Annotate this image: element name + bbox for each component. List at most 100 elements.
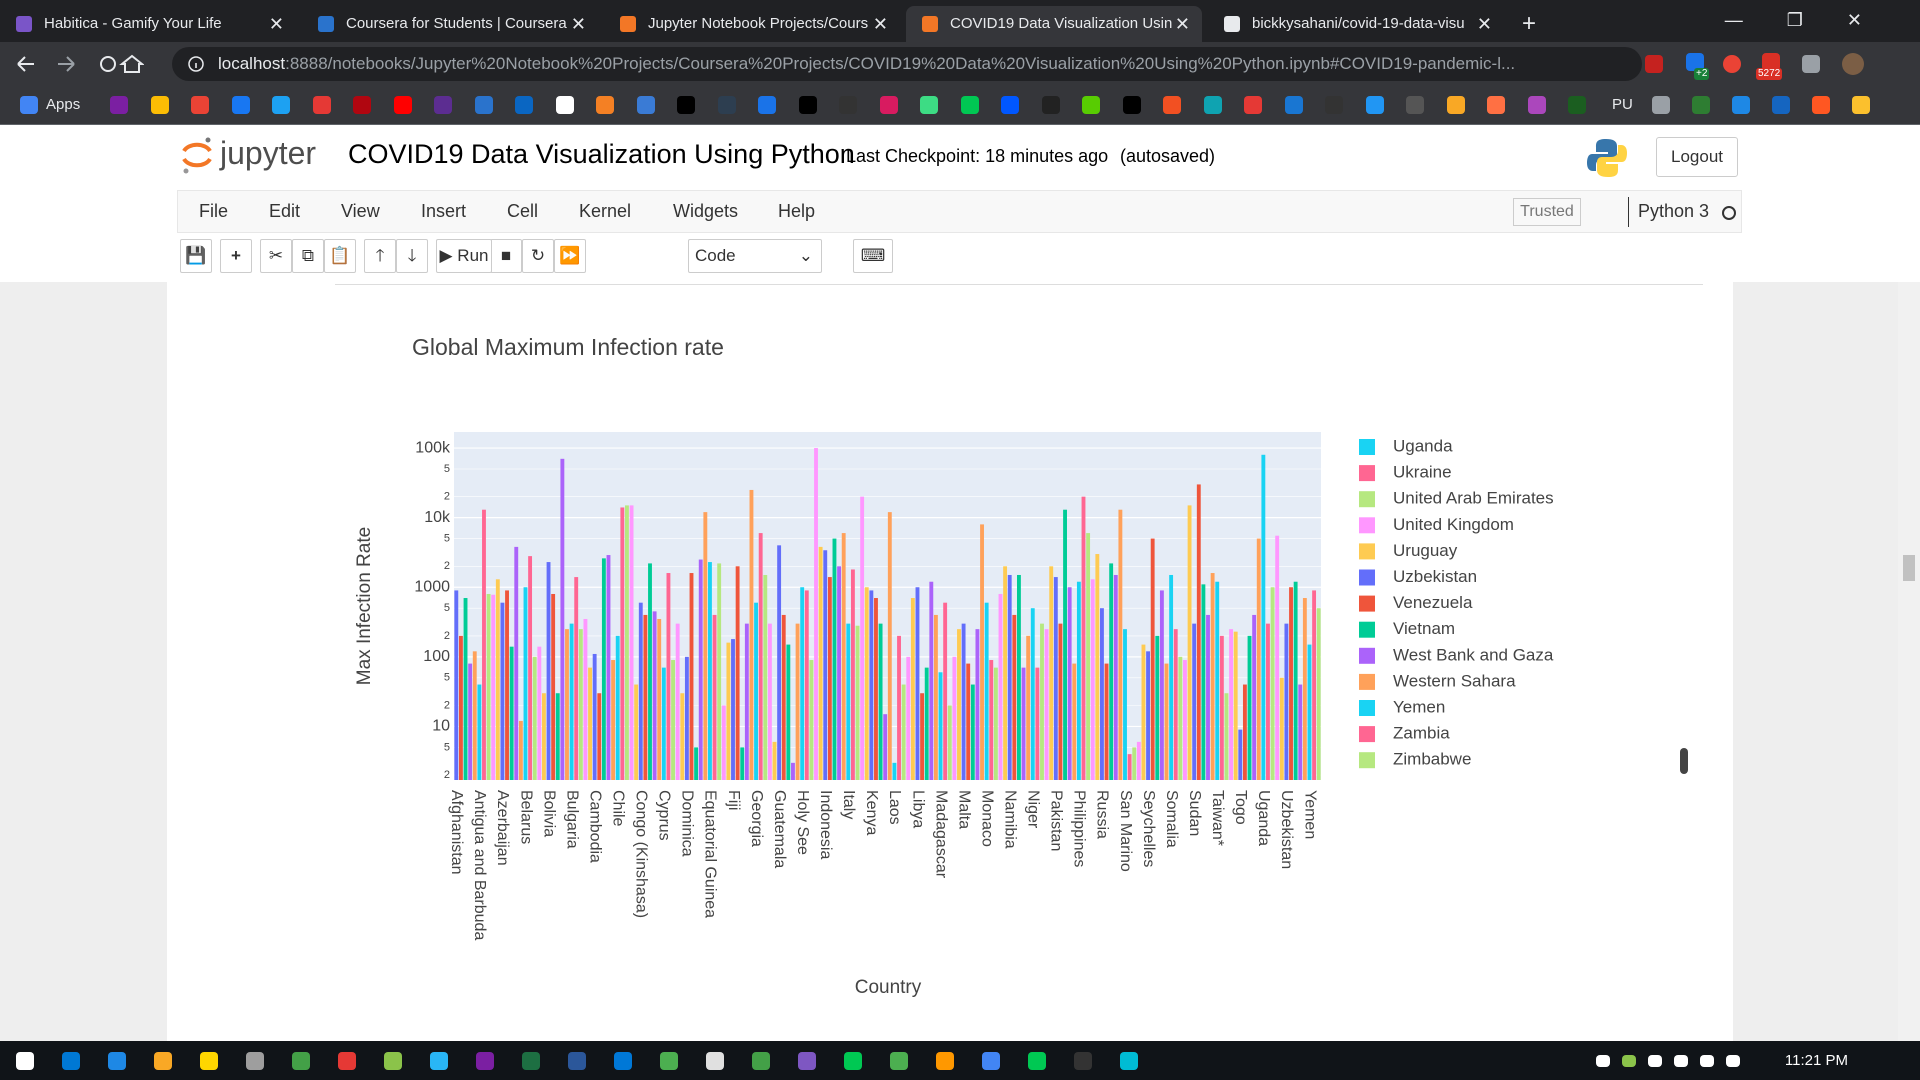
bookmark-icon[interactable]: [515, 96, 533, 114]
bookmark-icon[interactable]: [1652, 96, 1670, 114]
bookmark-icon[interactable]: [1041, 96, 1060, 114]
bookmark-icon[interactable]: [312, 96, 331, 114]
ext-icon[interactable]: [1802, 55, 1820, 73]
menu-item[interactable]: Widgets: [673, 201, 739, 221]
menu-item[interactable]: File: [199, 201, 229, 221]
taskbar-icon[interactable]: [246, 1052, 264, 1070]
bookmark-icon[interactable]: [110, 96, 128, 114]
taskbar-icon[interactable]: [338, 1052, 356, 1070]
legend-scrollbar[interactable]: [1680, 748, 1688, 774]
bookmark-icon[interactable]: [1568, 96, 1586, 114]
bookmark-icon[interactable]: [1163, 96, 1181, 114]
menu-item[interactable]: Help: [778, 201, 816, 221]
bookmark-icon[interactable]: [1325, 96, 1343, 114]
bookmark-icon[interactable]: [1852, 96, 1870, 114]
window-controls[interactable]: —❐✕: [1724, 10, 1906, 30]
jupyter-logo[interactable]: jupyter: [220, 135, 317, 171]
taskbar-icon[interactable]: [430, 1052, 448, 1070]
taskbar-icon[interactable]: [200, 1052, 218, 1070]
menu-item[interactable]: Kernel: [579, 201, 632, 221]
bookmark-icon[interactable]: [1487, 96, 1505, 114]
taskbar-icon[interactable]: [752, 1052, 770, 1070]
taskbar-icon[interactable]: [1074, 1052, 1092, 1070]
tab[interactable]: bickkysahani/covid-19-data-visu ✕: [1208, 6, 1504, 42]
bookmark-icon[interactable]: [1203, 96, 1222, 114]
bookmark[interactable]: PU: [1612, 96, 1633, 113]
bookmark-icon[interactable]: [1527, 96, 1546, 114]
taskbar-icon[interactable]: [798, 1052, 816, 1070]
new-tab[interactable]: +: [1522, 10, 1537, 37]
tray-icon[interactable]: [1700, 1055, 1714, 1067]
notebook-title[interactable]: COVID19 Data Visualization Using Python: [348, 139, 855, 169]
command-palette-button[interactable]: ⌨: [853, 239, 893, 273]
taskbar-icon[interactable]: [1028, 1052, 1046, 1070]
scroll-thumb[interactable]: [1903, 555, 1915, 581]
omnibox[interactable]: localhost:8888/notebooks/Jupyter%20Noteb…: [172, 47, 1642, 81]
restart-run-button[interactable]: ⏩: [554, 239, 586, 273]
bookmark-icon[interactable]: [1446, 96, 1465, 114]
move-down-button[interactable]: 🡓: [396, 239, 428, 273]
bookmark-icon[interactable]: [191, 96, 209, 114]
taskbar-icon[interactable]: [1120, 1052, 1138, 1070]
bookmark-icon[interactable]: [272, 96, 290, 114]
ext-icon[interactable]: [1762, 53, 1780, 71]
taskbar-icon[interactable]: [522, 1052, 540, 1070]
taskbar-icon[interactable]: [936, 1052, 954, 1070]
trusted-indicator[interactable]: Trusted: [1513, 198, 1581, 226]
paste-button[interactable]: 📋: [324, 239, 356, 273]
bookmark-icon[interactable]: [1244, 96, 1262, 114]
run-button[interactable]: ▶︎ Run: [436, 239, 492, 273]
tab[interactable]: COVID19 Data Visualization Usin ✕: [906, 6, 1202, 42]
bookmark-icon[interactable]: [879, 96, 898, 114]
bookmark-icon[interactable]: [1122, 96, 1141, 114]
bookmark-icon[interactable]: [555, 96, 574, 114]
tab-close[interactable]: ✕: [570, 14, 586, 34]
taskbar-icon[interactable]: [384, 1052, 402, 1070]
bookmark-icon[interactable]: [677, 96, 695, 114]
cut-button[interactable]: ✂: [260, 239, 292, 273]
ext-icon[interactable]: [1723, 55, 1741, 73]
bookmark-icon[interactable]: [393, 96, 412, 114]
taskbar-icon[interactable]: [844, 1052, 862, 1070]
ext-icon[interactable]: [1686, 53, 1704, 71]
tab-close[interactable]: ✕: [872, 14, 888, 34]
bookmark-icon[interactable]: [636, 96, 655, 114]
taskbar-icon[interactable]: [706, 1052, 724, 1070]
move-up-button[interactable]: 🡑: [364, 239, 396, 273]
bookmark-icon[interactable]: [1692, 96, 1710, 114]
taskbar-icon[interactable]: [292, 1052, 310, 1070]
bookmark-icon[interactable]: [1406, 96, 1424, 114]
bookmark-icon[interactable]: [1772, 96, 1790, 114]
bookmark-icon[interactable]: [474, 96, 493, 114]
bookmark-icon[interactable]: [920, 96, 938, 114]
taskbar-icon[interactable]: [614, 1052, 632, 1070]
taskbar-icon[interactable]: [16, 1052, 34, 1070]
tab[interactable]: Jupyter Notebook Projects/Cours ✕: [604, 6, 900, 42]
tray-icon[interactable]: [1726, 1055, 1740, 1067]
bookmark-icon[interactable]: [150, 96, 169, 114]
tray-icon[interactable]: [1622, 1055, 1636, 1067]
bookmark-icon[interactable]: [1082, 96, 1100, 114]
taskbar-icon[interactable]: [982, 1052, 1000, 1070]
menu-item[interactable]: Cell: [507, 201, 539, 221]
bookmark-icon[interactable]: [231, 96, 250, 114]
tab[interactable]: Coursera for Students | Coursera ✕: [302, 6, 598, 42]
bookmark-icon[interactable]: [839, 96, 857, 114]
tray-icon[interactable]: [1648, 1055, 1662, 1067]
bookmark[interactable]: Apps: [46, 96, 81, 113]
tab-close[interactable]: ✕: [268, 14, 284, 34]
taskbar-icon[interactable]: [568, 1052, 586, 1070]
taskbar-icon[interactable]: [660, 1052, 678, 1070]
bookmark-icon[interactable]: [434, 96, 452, 114]
taskbar-icon[interactable]: [62, 1052, 80, 1070]
bookmark-icon[interactable]: [596, 96, 614, 114]
logout-button[interactable]: Logout: [1656, 137, 1738, 177]
bookmark-icon[interactable]: [1365, 96, 1384, 114]
bookmark-icon[interactable]: [1284, 96, 1303, 114]
bookmark-icon[interactable]: [1732, 96, 1750, 114]
copy-button[interactable]: ⧉: [292, 239, 324, 273]
bookmark-icon[interactable]: [353, 96, 371, 114]
profile[interactable]: [1842, 53, 1864, 75]
insert-button[interactable]: +: [220, 239, 252, 273]
taskbar-icon[interactable]: [476, 1052, 494, 1070]
